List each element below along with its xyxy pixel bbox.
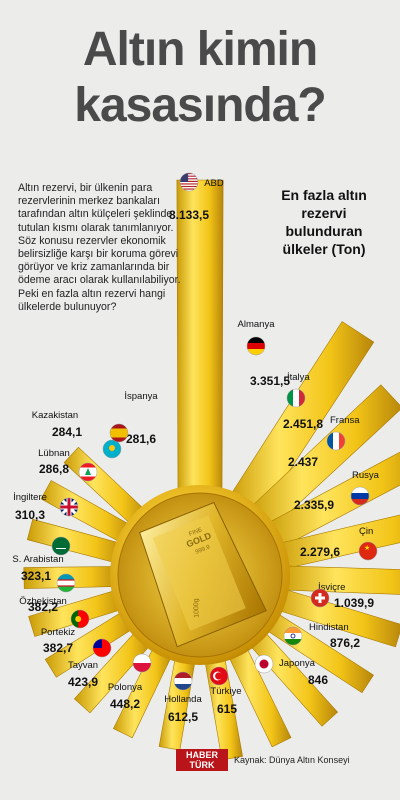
- country-label: Özbekistan: [19, 596, 67, 607]
- source-text: Kaynak: Dünya Altın Konseyi: [234, 755, 350, 765]
- country-label: Tayvan: [68, 660, 98, 671]
- usa-flag-icon: [179, 172, 199, 192]
- country-label: İngiltere: [13, 492, 47, 503]
- lebanon-flag-icon: [78, 462, 98, 482]
- country-label: Çin: [359, 526, 373, 537]
- logo-line-1: HABER: [185, 750, 218, 760]
- value-label: 323,1: [21, 569, 51, 583]
- country-label: Kazakistan: [32, 410, 78, 421]
- country-label: İtalya: [287, 372, 310, 383]
- country-label: ABD: [204, 178, 224, 189]
- india-flag-icon: [283, 626, 303, 646]
- switzerland-flag-icon: [310, 588, 330, 608]
- country-label: Japonya: [279, 658, 316, 669]
- value-label: 448,2: [110, 697, 140, 711]
- value-label: 281,6: [126, 432, 156, 446]
- value-label: 382,7: [43, 641, 73, 655]
- uzbekistan-flag-icon: [56, 573, 76, 593]
- value-label: 2.279,6: [300, 545, 340, 559]
- value-label: 286,8: [39, 462, 69, 476]
- uk-flag-icon: [59, 497, 79, 517]
- china-flag-icon: ★: [358, 541, 378, 561]
- spain-flag-icon: [109, 423, 129, 443]
- netherlands-flag-icon: [173, 671, 193, 691]
- value-label: 2.451,8: [283, 417, 323, 431]
- page-title: Altın kimin kasasında?: [0, 22, 400, 134]
- portugal-flag-icon: [70, 609, 90, 629]
- country-label: Hindistan: [309, 622, 349, 633]
- title-line-1: Altın kimin: [82, 23, 318, 76]
- value-label: 612,5: [168, 710, 198, 724]
- haberturk-logo: HABER TÜRK: [176, 749, 228, 771]
- saudi-arabia-flag-icon: [51, 536, 71, 556]
- logo-line-2: TÜRK: [189, 760, 215, 770]
- country-label: İsviçre: [318, 582, 345, 593]
- country-label: Türkiye: [210, 686, 241, 697]
- japan-flag-icon: [254, 654, 274, 674]
- value-label: 846: [308, 673, 328, 687]
- value-label: 310,3: [15, 508, 45, 522]
- value-label: 423,9: [68, 675, 98, 689]
- country-label: S. Arabistan: [12, 554, 63, 565]
- ingot-weight-text: 1000g: [193, 598, 201, 618]
- country-label: Polonya: [108, 682, 143, 693]
- value-label: 2.437: [288, 455, 318, 469]
- taiwan-flag-icon: [92, 638, 112, 658]
- title-line-2: kasasında?: [74, 79, 326, 132]
- italy-flag-icon: [286, 388, 306, 408]
- value-label: 382,2: [28, 600, 58, 614]
- country-label: İspanya: [124, 391, 158, 402]
- russia-flag-icon: [350, 486, 370, 506]
- germany-flag-icon: [246, 336, 266, 356]
- value-label: 2.335,9: [294, 498, 334, 512]
- country-label: Fransa: [330, 415, 360, 426]
- value-label: 8.133,5: [169, 208, 209, 222]
- poland-flag-icon: [132, 653, 152, 673]
- turkey-flag-icon: [209, 666, 229, 686]
- kazakhstan-flag-icon: [102, 439, 122, 459]
- intro-text: Altın rezervi, bir ülkenin para rezervle…: [18, 182, 181, 313]
- ingot-purity-text: 999.9: [195, 544, 212, 555]
- country-label: Rusya: [352, 470, 380, 481]
- country-label: Almanya: [238, 319, 276, 330]
- value-label: 876,2: [330, 636, 360, 650]
- country-label: Hollanda: [164, 694, 202, 705]
- chart-subtitle: En fazla altın rezervi bulunduran ülkele…: [281, 187, 367, 257]
- france-flag-icon: [326, 431, 346, 451]
- country-label: Lübnan: [38, 448, 70, 459]
- ingot-fine-text: FINE: [188, 527, 203, 538]
- country-label: Portekiz: [41, 627, 76, 638]
- value-label: 3.351,5: [250, 374, 290, 388]
- svg-text:★: ★: [364, 544, 370, 552]
- value-label: 1.039,9: [334, 596, 374, 610]
- value-label: 284,1: [52, 425, 82, 439]
- value-label: 615: [217, 702, 237, 716]
